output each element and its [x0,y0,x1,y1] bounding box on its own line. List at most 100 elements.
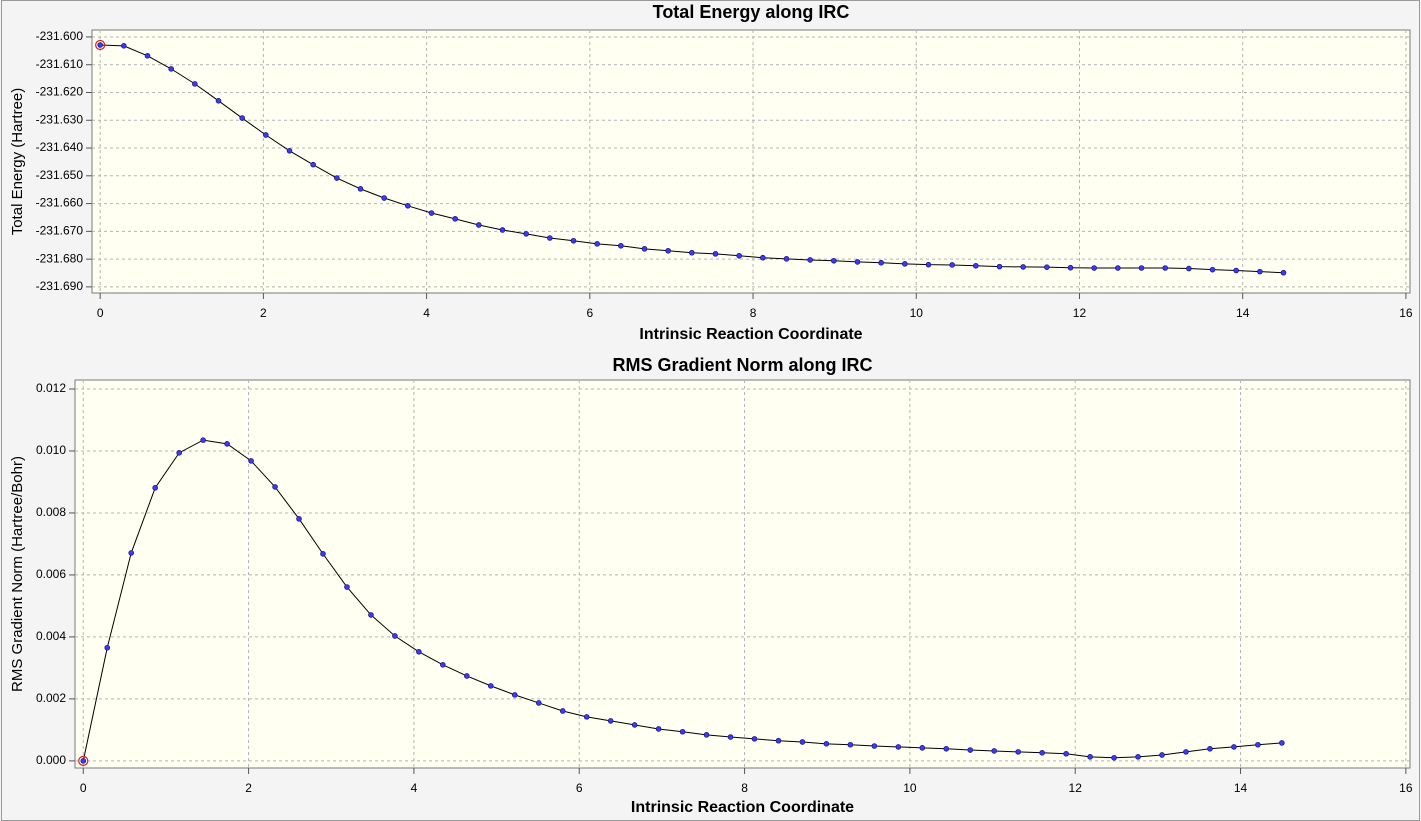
data-point [547,235,553,241]
x-tick-label: 0 [80,781,87,795]
data-point [925,261,932,268]
data-point [1063,750,1069,757]
y-tick-label: -231.600 [36,29,84,43]
data-point [1138,265,1145,271]
x-tick-label: 14 [1234,781,1248,795]
data-point [368,612,374,618]
data-point [631,722,638,728]
data-point [344,584,350,590]
data-point [689,249,695,256]
data-point [1183,749,1189,755]
data-point [973,262,979,269]
data-point [215,98,222,104]
data-point [783,256,790,262]
data-point [1257,268,1263,275]
data-point [703,732,710,738]
data-point [583,714,590,720]
x-axis-label: Intrinsic Reaction Coordinate [639,326,862,343]
data-point [440,662,446,668]
x-tick-label: 6 [576,781,583,795]
y-tick-label: 0.010 [36,443,66,457]
data-point [1159,752,1165,758]
x-tick-label: 16 [1399,306,1413,320]
data-point [248,458,254,464]
data-point [1231,744,1237,750]
data-point [902,261,908,267]
data-point [943,745,950,752]
y-axis-label: Total Energy (Hartree) [9,88,26,236]
data-point [991,748,998,754]
data-point [296,516,302,522]
x-axis-label: Intrinsic Reaction Coordinate [631,799,854,816]
data-point [499,227,506,233]
data-point [80,758,87,764]
x-tick-label: 12 [1073,306,1087,320]
data-point [1135,754,1141,760]
data-point [1115,265,1121,271]
data-point [878,259,884,266]
x-tick-label: 4 [411,781,418,795]
x-tick-label: 0 [97,306,104,320]
data-point [655,726,662,732]
data-point [104,644,111,651]
y-axis-label: RMS Gradient Norm (Hartree/Bohr) [9,456,26,692]
data-point [405,202,411,209]
data-point [618,242,624,249]
x-tick-label: 8 [741,781,748,795]
data-point [1020,264,1026,270]
x-tick-label: 10 [910,306,924,320]
data-point [847,741,854,748]
data-point [272,484,278,490]
data-point [523,231,529,237]
data-point [665,247,671,254]
y-tick-label: 0.008 [36,505,66,519]
y-tick-label: -231.610 [36,57,84,71]
x-tick-label: 10 [903,781,917,795]
data-point [967,747,974,753]
y-tick-label: -231.670 [36,224,84,238]
x-tick-label: 2 [245,781,252,795]
data-point [1067,264,1074,271]
y-tick-label: -231.650 [36,168,84,182]
data-point [263,132,269,138]
data-point [128,550,135,556]
x-tick-label: 4 [423,306,430,320]
data-point [144,53,151,59]
data-point [831,257,837,264]
data-point [641,246,648,252]
data-point [895,744,902,750]
data-point [799,739,806,745]
data-point [1279,740,1285,746]
data-point [1280,269,1287,276]
data-point [712,251,719,257]
data-point [854,259,861,265]
data-point [823,741,830,747]
y-tick-label: -231.690 [36,279,84,293]
selected-point [78,755,89,766]
plot-area [91,29,1411,294]
data-point [1255,741,1261,748]
data-point [807,257,813,263]
y-tick-label: -231.680 [36,251,84,265]
data-point [871,743,878,749]
data-point [919,745,926,751]
x-tick-label: 6 [586,306,593,320]
y-tick-label: -231.630 [36,112,84,126]
data-point [168,66,174,72]
y-tick-label: -231.660 [36,196,84,210]
data-point [357,186,364,192]
data-point [727,734,734,740]
data-point [310,161,316,168]
data-point [1233,267,1239,274]
data-point [1162,265,1168,271]
data-point [949,262,955,268]
data-point [97,42,103,48]
x-tick-label: 2 [260,306,267,320]
data-point [751,736,758,742]
data-point [760,254,766,261]
data-point [607,718,614,724]
data-point [736,252,742,259]
data-point [416,648,422,655]
